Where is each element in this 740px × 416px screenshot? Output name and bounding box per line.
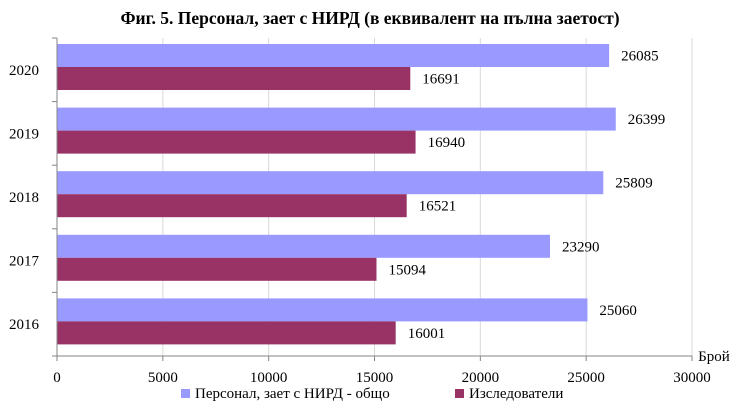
y-category-label: 2016 (9, 317, 40, 333)
legend: Персонал, заeт с НИРД - общо Изследовател… (181, 386, 563, 402)
bar-researchers (57, 130, 416, 154)
y-category-label: 2018 (9, 190, 39, 206)
legend-swatch (455, 389, 464, 398)
bar-total-staff (57, 298, 588, 322)
y-category-label: 2020 (9, 63, 39, 79)
bar-total-staff (57, 107, 616, 131)
data-label: 25060 (599, 303, 637, 319)
bars (57, 44, 616, 345)
x-tick-label: 20000 (462, 370, 500, 386)
data-label: 15094 (388, 262, 426, 278)
legend-swatch (181, 389, 190, 398)
x-tick-label: 10000 (250, 370, 288, 386)
data-label: 16001 (408, 326, 446, 342)
bar-researchers (57, 257, 377, 281)
data-label: 16521 (419, 199, 457, 215)
data-label: 25809 (615, 176, 653, 192)
data-label: 16940 (428, 135, 466, 151)
bar-total-staff (57, 44, 610, 67)
bar-researchers (57, 194, 407, 218)
data-label: 16691 (422, 72, 460, 88)
legend-label: Персонал, заeт с НИРД - общо (195, 386, 390, 402)
data-label: 26085 (621, 49, 659, 65)
y-category-label: 2017 (9, 254, 40, 270)
x-tick-label: 5000 (148, 370, 178, 386)
x-tick-label: 25000 (567, 370, 605, 386)
x-axis-title: Брой (698, 349, 730, 365)
x-tick-label: 0 (53, 370, 61, 386)
data-labels: 26085 16691 26399 16940 25809 16521 23290 15094… (388, 49, 665, 342)
chart-title: Фиг. 5. Персонал, заeт с НИРД (в еквивал… (120, 8, 619, 28)
axes: 0 5000 10000 15000 20000 25000 30000 2020 2019 20… (9, 37, 711, 386)
bar-total-staff (57, 171, 604, 195)
legend-label: Изследователи (469, 386, 563, 402)
data-label: 26399 (628, 112, 666, 128)
bar-researchers (57, 67, 411, 90)
bar-researchers (57, 321, 396, 345)
bar-total-staff (57, 234, 550, 258)
data-label: 23290 (562, 239, 600, 255)
y-category-label: 2019 (9, 126, 39, 142)
x-tick-label: 30000 (673, 370, 711, 386)
x-tick-label: 15000 (356, 370, 394, 386)
